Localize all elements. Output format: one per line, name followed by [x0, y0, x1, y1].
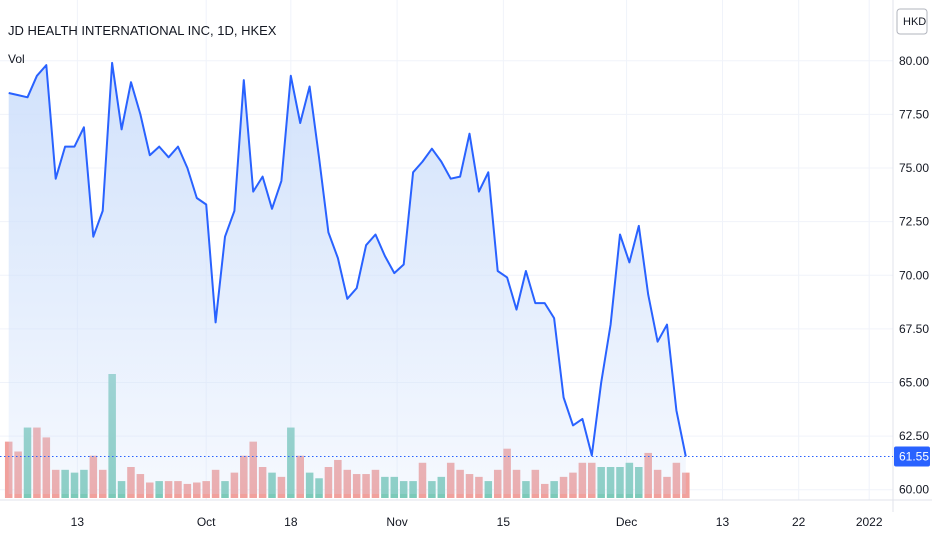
price-tick-label: 67.50: [899, 322, 929, 336]
time-tick-label: 22: [792, 515, 806, 529]
currency-label: HKD: [903, 16, 926, 28]
volume-label: Vol: [8, 52, 25, 66]
price-area: [8, 62, 686, 495]
time-tick-label: 13: [716, 515, 730, 529]
time-tick-label: 15: [497, 515, 511, 529]
price-tick-label: 77.50: [899, 107, 929, 121]
time-tick-label: 18: [284, 515, 298, 529]
price-tick-label: 72.50: [899, 215, 929, 229]
time-tick-label: 2022: [856, 515, 883, 529]
last-price-label: 61.55: [899, 449, 929, 463]
price-tick-label: 60.00: [899, 483, 929, 497]
time-tick-label: Dec: [616, 515, 637, 529]
last-price-badge: 61.55: [894, 446, 930, 467]
price-tick-label: 65.00: [899, 375, 929, 389]
chart-title: JD HEALTH INTERNATIONAL INC, 1D, HKEX: [8, 23, 277, 38]
time-tick-label: 13: [71, 515, 85, 529]
time-tick-label: Oct: [197, 515, 216, 529]
price-area-fill: [8, 62, 686, 495]
price-line: [8, 61, 687, 457]
price-tick-label: 80.00: [899, 54, 929, 68]
time-axis: 13 Oct 18 Nov 15 Dec 13 22 2022: [71, 515, 883, 529]
price-tick-label: 75.00: [899, 161, 929, 175]
price-axis: 80.00 77.50 75.00 72.50 70.00 67.50 65.00 62.50…: [899, 54, 929, 497]
currency-button[interactable]: HKD: [896, 8, 928, 35]
volume-bar: [682, 472, 690, 498]
price-tick-label: 70.00: [899, 268, 929, 282]
price-line-path: [8, 61, 687, 457]
time-tick-label: Nov: [386, 515, 407, 529]
price-tick-label: 62.50: [899, 429, 929, 443]
